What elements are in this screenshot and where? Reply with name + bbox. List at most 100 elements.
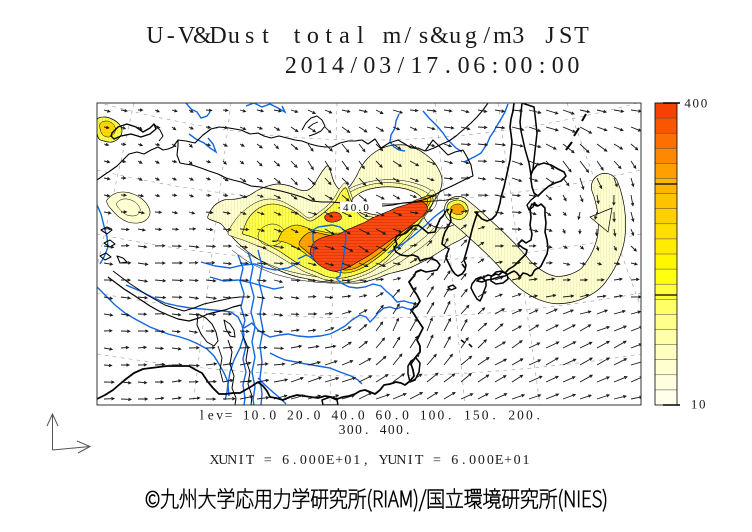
svg-text:=: = bbox=[225, 408, 233, 423]
svg-text:.: . bbox=[365, 422, 368, 437]
svg-text:1: 1 bbox=[316, 53, 328, 79]
svg-text:4: 4 bbox=[331, 408, 338, 423]
svg-text:.: . bbox=[462, 453, 466, 468]
svg-text:.: . bbox=[537, 408, 540, 423]
svg-text:Y: Y bbox=[379, 453, 389, 468]
svg-text:+: + bbox=[504, 453, 512, 468]
svg-text:0: 0 bbox=[458, 53, 470, 79]
svg-text:0: 0 bbox=[301, 53, 313, 79]
svg-text:0: 0 bbox=[296, 408, 303, 423]
svg-text:t: t bbox=[325, 23, 332, 49]
svg-text:/: / bbox=[350, 53, 357, 79]
svg-text:.: . bbox=[262, 408, 265, 423]
svg-text:1: 1 bbox=[420, 408, 427, 423]
svg-text:=: = bbox=[264, 453, 272, 468]
svg-text:4: 4 bbox=[684, 96, 691, 111]
svg-text:0: 0 bbox=[355, 422, 362, 437]
svg-text:1: 1 bbox=[411, 53, 423, 79]
svg-text:6: 6 bbox=[473, 53, 485, 79]
svg-text:6: 6 bbox=[451, 453, 458, 468]
svg-text:0: 0 bbox=[300, 453, 307, 468]
svg-text:e: e bbox=[208, 408, 214, 423]
svg-text:0: 0 bbox=[567, 53, 579, 79]
svg-text:.: . bbox=[395, 408, 398, 423]
svg-text:0: 0 bbox=[358, 408, 365, 423]
svg-text:1: 1 bbox=[353, 453, 360, 468]
svg-text:3: 3 bbox=[379, 53, 391, 79]
svg-text:&: & bbox=[193, 23, 212, 49]
svg-text:0: 0 bbox=[514, 453, 521, 468]
svg-text:/: / bbox=[404, 23, 411, 49]
svg-text:.: . bbox=[306, 408, 309, 423]
svg-text:0: 0 bbox=[526, 408, 533, 423]
svg-text:0: 0 bbox=[520, 53, 532, 79]
svg-text:&: & bbox=[430, 23, 449, 49]
svg-text:0: 0 bbox=[487, 453, 494, 468]
svg-text:3: 3 bbox=[512, 23, 524, 49]
svg-text:J: J bbox=[545, 23, 554, 49]
svg-text:0: 0 bbox=[701, 96, 708, 111]
svg-text:U: U bbox=[146, 23, 163, 49]
svg-text:1: 1 bbox=[464, 408, 471, 423]
svg-text:3: 3 bbox=[339, 422, 346, 437]
svg-text:.: . bbox=[448, 408, 451, 423]
svg-text:0: 0 bbox=[517, 408, 524, 423]
svg-text:4: 4 bbox=[380, 422, 387, 437]
svg-text:0: 0 bbox=[347, 422, 354, 437]
svg-text:a: a bbox=[339, 23, 350, 49]
svg-text:T: T bbox=[415, 453, 424, 468]
svg-text:m: m bbox=[383, 23, 402, 49]
svg-text:0: 0 bbox=[252, 408, 259, 423]
svg-text:4: 4 bbox=[332, 53, 344, 79]
svg-text:0: 0 bbox=[505, 53, 517, 79]
svg-text:0: 0 bbox=[388, 422, 395, 437]
svg-text:0: 0 bbox=[269, 408, 276, 423]
svg-text:1: 1 bbox=[523, 453, 530, 468]
svg-text:v: v bbox=[216, 408, 223, 423]
svg-text:X: X bbox=[209, 453, 219, 468]
svg-text:t: t bbox=[262, 23, 269, 49]
svg-text:.: . bbox=[445, 53, 451, 79]
svg-text:1: 1 bbox=[243, 408, 250, 423]
svg-text:0: 0 bbox=[402, 408, 409, 423]
svg-text:40.0: 40.0 bbox=[343, 202, 371, 214]
svg-text:I: I bbox=[239, 453, 244, 468]
svg-text:0: 0 bbox=[482, 408, 489, 423]
svg-text:.: . bbox=[293, 453, 297, 468]
svg-text:.: . bbox=[406, 422, 409, 437]
svg-text:g: g bbox=[465, 23, 477, 49]
svg-text:l: l bbox=[357, 23, 364, 49]
svg-text:0: 0 bbox=[384, 408, 391, 423]
svg-text:,: , bbox=[364, 453, 368, 468]
svg-text:U: U bbox=[218, 453, 228, 468]
svg-text:I: I bbox=[408, 453, 413, 468]
svg-text:0: 0 bbox=[363, 53, 375, 79]
svg-text:E: E bbox=[326, 453, 335, 468]
svg-text:0: 0 bbox=[314, 408, 321, 423]
svg-text:0: 0 bbox=[340, 408, 347, 423]
svg-text:1: 1 bbox=[691, 397, 698, 412]
svg-text:0: 0 bbox=[309, 453, 316, 468]
svg-text:t: t bbox=[294, 23, 301, 49]
svg-text:-: - bbox=[167, 23, 175, 49]
svg-text:0: 0 bbox=[318, 453, 325, 468]
svg-text:.: . bbox=[351, 408, 354, 423]
svg-text:N: N bbox=[396, 453, 406, 468]
svg-text:6: 6 bbox=[282, 453, 289, 468]
svg-text:V: V bbox=[178, 23, 196, 49]
svg-text:0: 0 bbox=[478, 453, 485, 468]
svg-text:0: 0 bbox=[344, 453, 351, 468]
svg-text:0: 0 bbox=[469, 453, 476, 468]
svg-text:T: T bbox=[574, 23, 589, 49]
svg-text:u: u bbox=[228, 23, 240, 49]
svg-text:5: 5 bbox=[473, 408, 480, 423]
svg-text:m: m bbox=[493, 23, 512, 49]
svg-text:U: U bbox=[387, 453, 397, 468]
svg-text:s: s bbox=[245, 23, 254, 49]
svg-text:2: 2 bbox=[508, 408, 515, 423]
svg-text:.: . bbox=[492, 408, 495, 423]
svg-text:=: = bbox=[433, 453, 441, 468]
svg-text:7: 7 bbox=[426, 53, 438, 79]
svg-text:E: E bbox=[495, 453, 504, 468]
svg-text:0: 0 bbox=[438, 408, 445, 423]
